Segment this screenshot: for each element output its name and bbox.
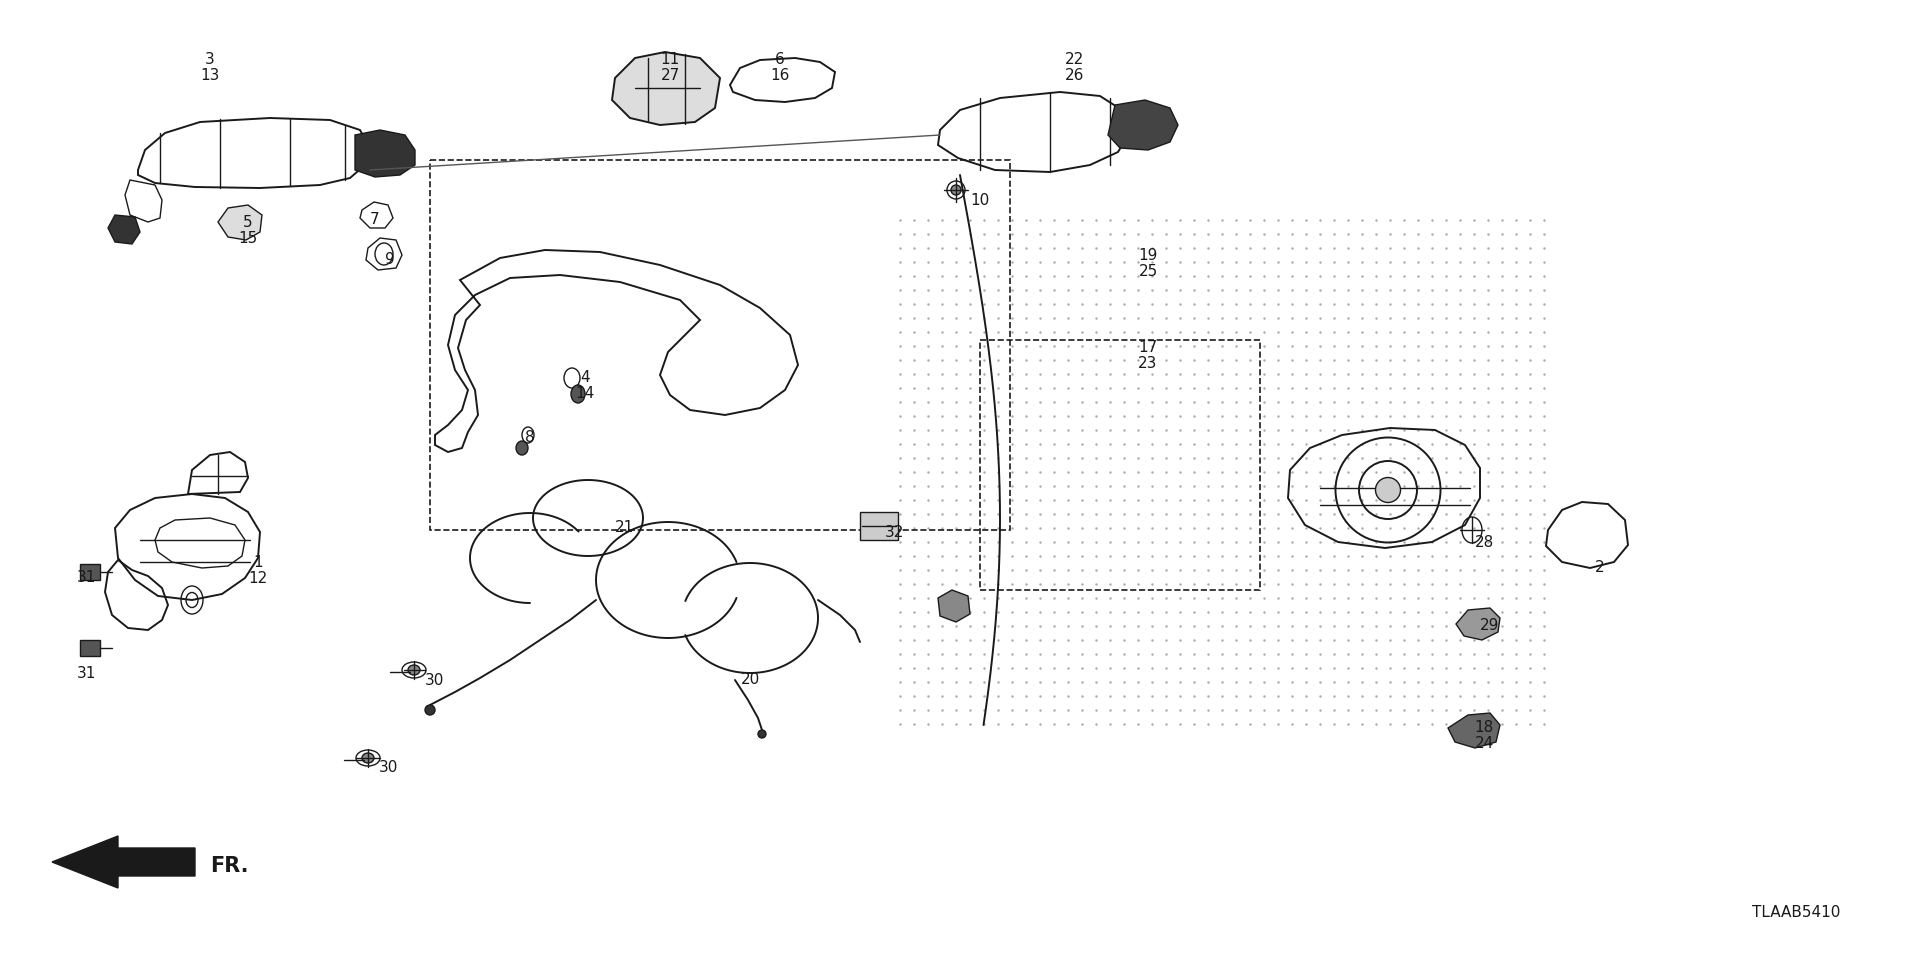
Text: TLAAB5410: TLAAB5410 xyxy=(1751,905,1839,920)
Ellipse shape xyxy=(1375,477,1400,502)
Text: 32: 32 xyxy=(885,525,904,540)
Text: 17: 17 xyxy=(1139,340,1158,355)
Text: 15: 15 xyxy=(238,231,257,246)
Ellipse shape xyxy=(424,705,436,715)
Bar xyxy=(860,512,899,540)
Text: 9: 9 xyxy=(386,252,396,267)
Polygon shape xyxy=(355,130,415,177)
Text: 6: 6 xyxy=(776,52,785,67)
Ellipse shape xyxy=(950,185,962,195)
Text: 1: 1 xyxy=(253,555,263,570)
Text: 22: 22 xyxy=(1066,52,1085,67)
Text: 27: 27 xyxy=(660,68,680,83)
Text: 12: 12 xyxy=(248,571,267,586)
Text: 16: 16 xyxy=(770,68,789,83)
Text: 19: 19 xyxy=(1139,248,1158,263)
Text: 31: 31 xyxy=(77,666,96,681)
Text: 14: 14 xyxy=(576,386,595,401)
Polygon shape xyxy=(108,215,140,244)
Text: 4: 4 xyxy=(580,370,589,385)
Polygon shape xyxy=(81,640,100,656)
Text: 24: 24 xyxy=(1475,736,1494,751)
Text: 18: 18 xyxy=(1475,720,1494,735)
Text: 29: 29 xyxy=(1480,618,1500,633)
Polygon shape xyxy=(219,205,261,240)
Text: 2: 2 xyxy=(1596,560,1605,575)
Text: 5: 5 xyxy=(244,215,253,230)
Ellipse shape xyxy=(363,753,374,763)
Text: 31: 31 xyxy=(77,570,96,585)
Ellipse shape xyxy=(407,665,420,675)
Polygon shape xyxy=(939,590,970,622)
Ellipse shape xyxy=(516,441,528,455)
Ellipse shape xyxy=(570,385,586,403)
Text: 25: 25 xyxy=(1139,264,1158,279)
Polygon shape xyxy=(612,52,720,125)
Text: 11: 11 xyxy=(660,52,680,67)
Polygon shape xyxy=(1448,713,1500,748)
Text: 3: 3 xyxy=(205,52,215,67)
Text: 30: 30 xyxy=(426,673,445,688)
Text: 28: 28 xyxy=(1475,535,1494,550)
Ellipse shape xyxy=(758,730,766,738)
Text: 7: 7 xyxy=(371,212,380,227)
Text: 13: 13 xyxy=(200,68,219,83)
Text: 8: 8 xyxy=(526,430,536,445)
Polygon shape xyxy=(1455,608,1500,640)
Polygon shape xyxy=(81,564,100,580)
Polygon shape xyxy=(1108,100,1179,150)
Text: FR.: FR. xyxy=(209,856,248,876)
Text: 21: 21 xyxy=(616,520,636,535)
Text: 23: 23 xyxy=(1139,356,1158,371)
Text: 10: 10 xyxy=(970,193,989,208)
Text: 26: 26 xyxy=(1066,68,1085,83)
Bar xyxy=(430,160,1010,530)
Polygon shape xyxy=(52,836,196,888)
Text: 20: 20 xyxy=(741,672,760,687)
Text: 30: 30 xyxy=(378,760,397,775)
Bar xyxy=(979,340,1260,590)
